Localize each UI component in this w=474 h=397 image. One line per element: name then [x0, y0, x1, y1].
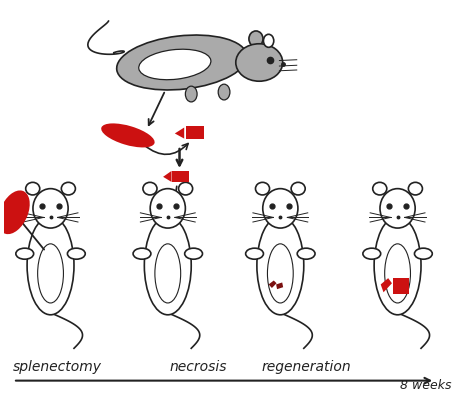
Ellipse shape: [255, 182, 270, 195]
Polygon shape: [269, 281, 277, 288]
FancyBboxPatch shape: [173, 171, 189, 182]
Ellipse shape: [185, 86, 197, 102]
Polygon shape: [175, 127, 184, 139]
Ellipse shape: [61, 182, 75, 195]
Ellipse shape: [145, 216, 191, 315]
Ellipse shape: [139, 49, 211, 80]
Ellipse shape: [236, 44, 283, 81]
Polygon shape: [276, 283, 283, 289]
FancyBboxPatch shape: [393, 278, 409, 294]
Ellipse shape: [179, 182, 192, 195]
Ellipse shape: [363, 248, 381, 259]
Text: necrosis: necrosis: [170, 360, 227, 374]
Ellipse shape: [297, 248, 315, 259]
Ellipse shape: [257, 216, 304, 315]
Ellipse shape: [373, 182, 387, 195]
Ellipse shape: [117, 35, 247, 90]
Ellipse shape: [101, 123, 155, 147]
Polygon shape: [163, 171, 172, 182]
Ellipse shape: [380, 189, 415, 228]
Ellipse shape: [218, 84, 230, 100]
Ellipse shape: [249, 31, 263, 47]
Polygon shape: [381, 278, 392, 292]
Ellipse shape: [264, 34, 274, 47]
Ellipse shape: [67, 248, 85, 259]
Ellipse shape: [0, 191, 30, 234]
Ellipse shape: [291, 182, 305, 195]
Text: 8 weeks: 8 weeks: [400, 379, 451, 392]
Ellipse shape: [374, 216, 421, 315]
Ellipse shape: [143, 182, 157, 195]
Ellipse shape: [185, 248, 202, 259]
Text: splenectomy: splenectomy: [13, 360, 102, 374]
Ellipse shape: [246, 248, 264, 259]
Ellipse shape: [133, 248, 151, 259]
Ellipse shape: [150, 189, 185, 228]
Text: regeneration: regeneration: [261, 360, 351, 374]
Ellipse shape: [33, 189, 68, 228]
Ellipse shape: [16, 248, 34, 259]
Ellipse shape: [409, 182, 422, 195]
Ellipse shape: [26, 182, 40, 195]
FancyBboxPatch shape: [186, 126, 204, 139]
Ellipse shape: [27, 216, 74, 315]
Ellipse shape: [263, 189, 298, 228]
Ellipse shape: [414, 248, 432, 259]
